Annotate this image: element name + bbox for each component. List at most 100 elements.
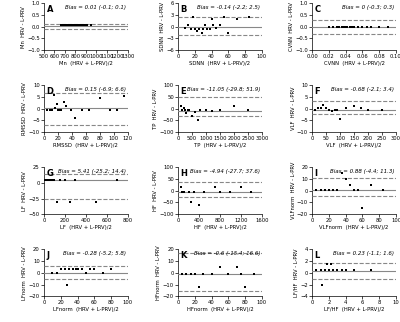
Point [351, 104, 357, 109]
Point [66, 23, 73, 28]
Point [213, 25, 219, 30]
Point [198, 30, 205, 35]
Point [351, 267, 357, 272]
Text: L: L [315, 251, 320, 260]
Point [44, 107, 51, 112]
Point [342, 267, 349, 272]
Point [200, 271, 206, 277]
Point [53, 199, 60, 204]
Point [379, 107, 385, 112]
Point [225, 30, 232, 35]
X-axis label: RMSSD  (HRV + L-PRV)/2: RMSSD (HRV + L-PRV)/2 [54, 143, 118, 148]
Point [359, 206, 366, 211]
Point [227, 189, 234, 194]
Point [192, 26, 198, 31]
Point [234, 16, 240, 22]
Point [338, 171, 345, 176]
Point [97, 96, 103, 101]
Point [217, 22, 223, 27]
Text: Bias = -0.28 (-5.2; 5.8): Bias = -0.28 (-5.2; 5.8) [63, 251, 126, 256]
Point [66, 23, 72, 28]
Y-axis label: RMSSD  HRV - L-PRV: RMSSD HRV - L-PRV [22, 82, 27, 135]
Point [48, 177, 54, 182]
Point [203, 107, 209, 112]
Point [45, 177, 51, 182]
Point [351, 24, 357, 29]
Point [359, 24, 366, 29]
Point [355, 24, 362, 29]
Point [58, 107, 65, 112]
Point [46, 177, 52, 182]
Point [192, 110, 198, 115]
Point [64, 23, 71, 28]
Point [204, 26, 211, 31]
Point [70, 267, 76, 272]
Point [364, 24, 370, 29]
Point [182, 25, 188, 30]
Point [49, 177, 56, 182]
Point [179, 107, 186, 112]
Point [107, 107, 114, 112]
Y-axis label: HFnorm  HRV - L-PRV: HFnorm HRV - L-PRV [156, 245, 162, 300]
Point [79, 107, 86, 112]
Y-axis label: Mn  HRV - L-PRV: Mn HRV - L-PRV [21, 6, 26, 48]
Point [77, 23, 83, 28]
Point [53, 270, 60, 275]
Point [48, 107, 54, 112]
Point [63, 104, 70, 109]
Point [188, 200, 194, 205]
Point [67, 107, 74, 112]
Point [334, 187, 340, 192]
Point [80, 23, 86, 28]
Point [91, 267, 98, 272]
Point [355, 187, 362, 192]
Point [84, 23, 90, 28]
Point [88, 23, 94, 28]
Text: H: H [181, 169, 188, 178]
X-axis label: TP  (HRV + L-PRV)/2: TP (HRV + L-PRV)/2 [194, 143, 246, 148]
Point [196, 26, 202, 31]
Point [82, 23, 88, 28]
X-axis label: CVNN  (HRV + L-PRV)/2: CVNN (HRV + L-PRV)/2 [324, 61, 384, 66]
Point [328, 261, 334, 267]
Point [344, 24, 350, 29]
Point [384, 24, 391, 29]
Point [200, 26, 206, 31]
Point [341, 24, 347, 29]
Point [47, 177, 54, 182]
Point [56, 107, 62, 112]
Point [338, 24, 345, 29]
Text: Bias = 0.23 (-1.1; 1.6): Bias = 0.23 (-1.1; 1.6) [333, 251, 394, 256]
X-axis label: VLF  (HRV + L-PRV)/2: VLF (HRV + L-PRV)/2 [326, 143, 382, 148]
Point [179, 271, 186, 277]
Point [326, 267, 332, 272]
Point [334, 267, 340, 272]
Point [319, 282, 326, 287]
Point [62, 177, 68, 182]
Point [225, 271, 232, 277]
Point [330, 24, 336, 29]
Point [188, 271, 194, 277]
Point [314, 105, 321, 110]
Point [183, 271, 190, 277]
Point [192, 271, 198, 277]
Point [212, 185, 218, 190]
Point [221, 14, 227, 19]
Point [66, 267, 72, 272]
Point [78, 267, 85, 272]
Point [380, 187, 387, 192]
Point [326, 187, 332, 192]
Point [87, 267, 93, 272]
Point [42, 177, 48, 182]
Text: I: I [315, 169, 318, 178]
Point [246, 14, 252, 19]
Point [365, 107, 371, 112]
Point [72, 116, 79, 121]
Point [190, 14, 196, 19]
Point [185, 107, 191, 112]
Point [334, 107, 340, 112]
Y-axis label: VLFnorm  HRV - L-PRV: VLFnorm HRV - L-PRV [290, 162, 296, 219]
Point [317, 267, 324, 272]
Point [338, 267, 345, 272]
Point [342, 24, 349, 29]
